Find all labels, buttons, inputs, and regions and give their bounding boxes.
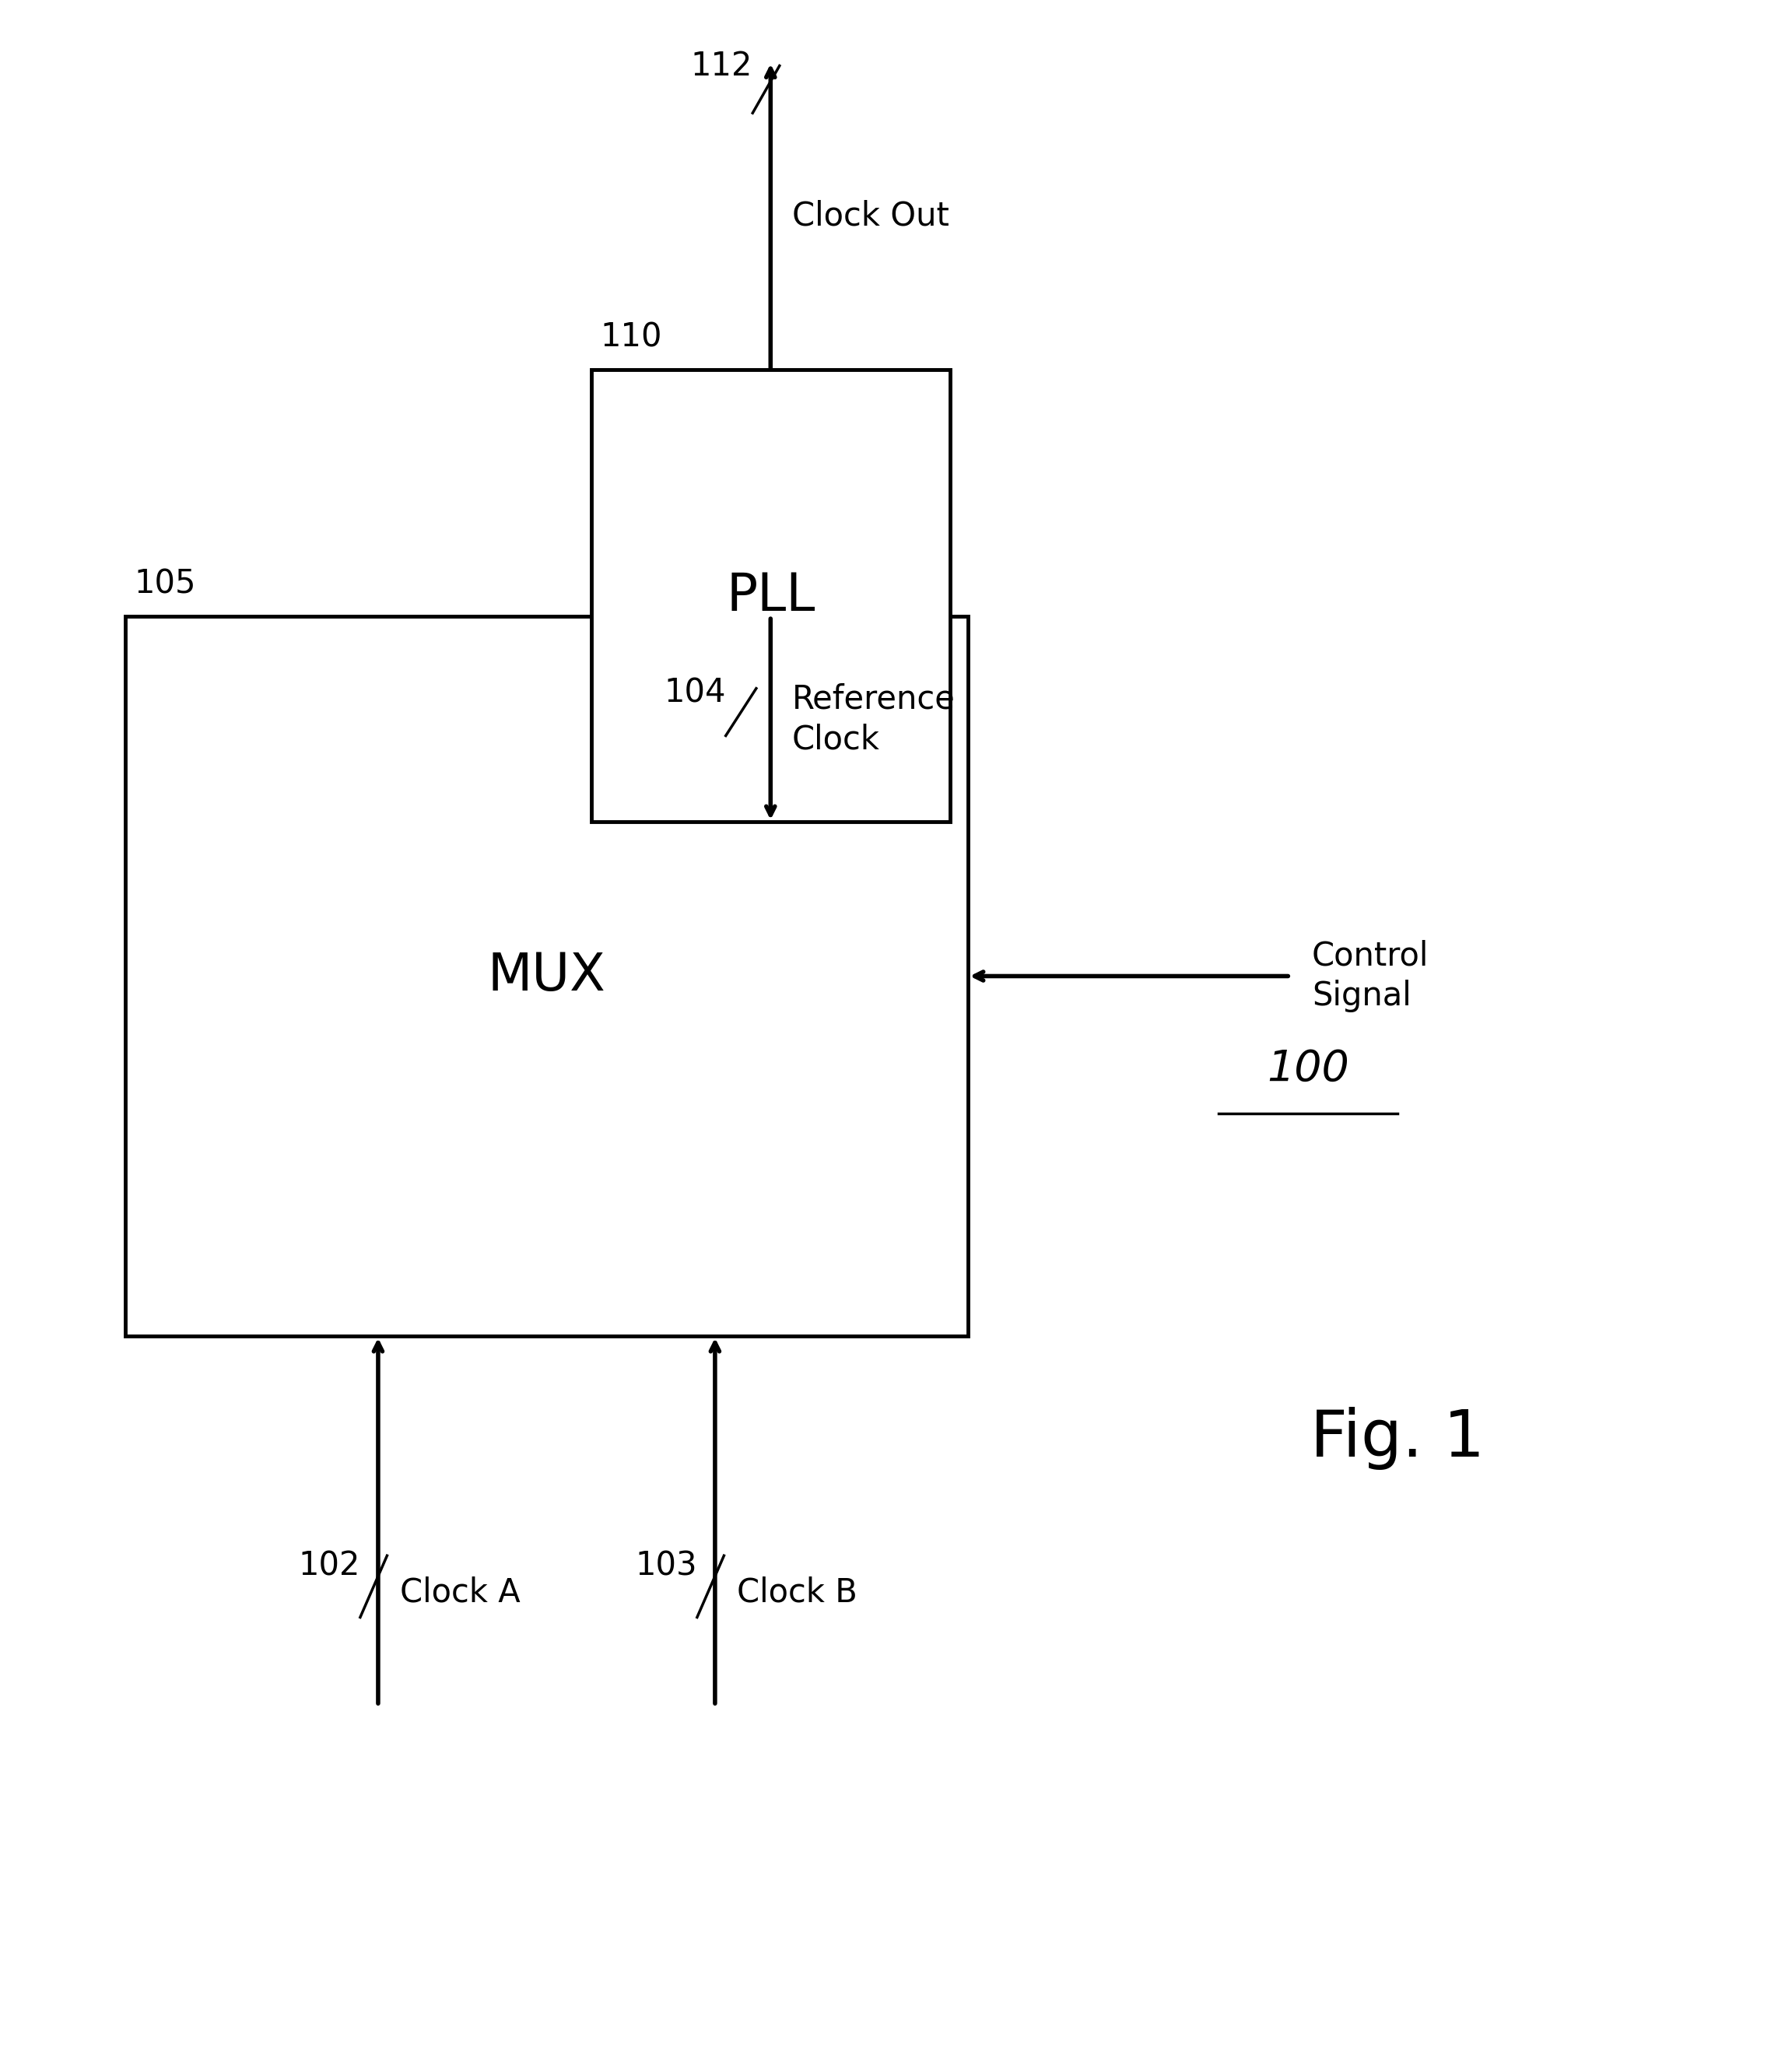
Text: Reference
Clock: Reference Clock: [792, 682, 955, 756]
Text: 104: 104: [663, 676, 726, 709]
Text: PLL: PLL: [726, 571, 815, 621]
Text: 100: 100: [1267, 1048, 1349, 1089]
Text: Fig. 1: Fig. 1: [1310, 1408, 1486, 1469]
Text: Control
Signal: Control Signal: [1312, 939, 1428, 1013]
Text: MUX: MUX: [487, 951, 606, 1001]
Text: Clock Out: Clock Out: [792, 199, 950, 232]
Text: 110: 110: [600, 321, 663, 353]
Text: 103: 103: [634, 1549, 697, 1582]
Text: Clock B: Clock B: [737, 1576, 857, 1609]
Text: 102: 102: [299, 1549, 360, 1582]
Bar: [125, 616, 968, 1336]
Bar: [591, 370, 950, 822]
Text: 105: 105: [134, 567, 197, 600]
Text: 112: 112: [692, 49, 753, 82]
Text: Clock A: Clock A: [400, 1576, 520, 1609]
